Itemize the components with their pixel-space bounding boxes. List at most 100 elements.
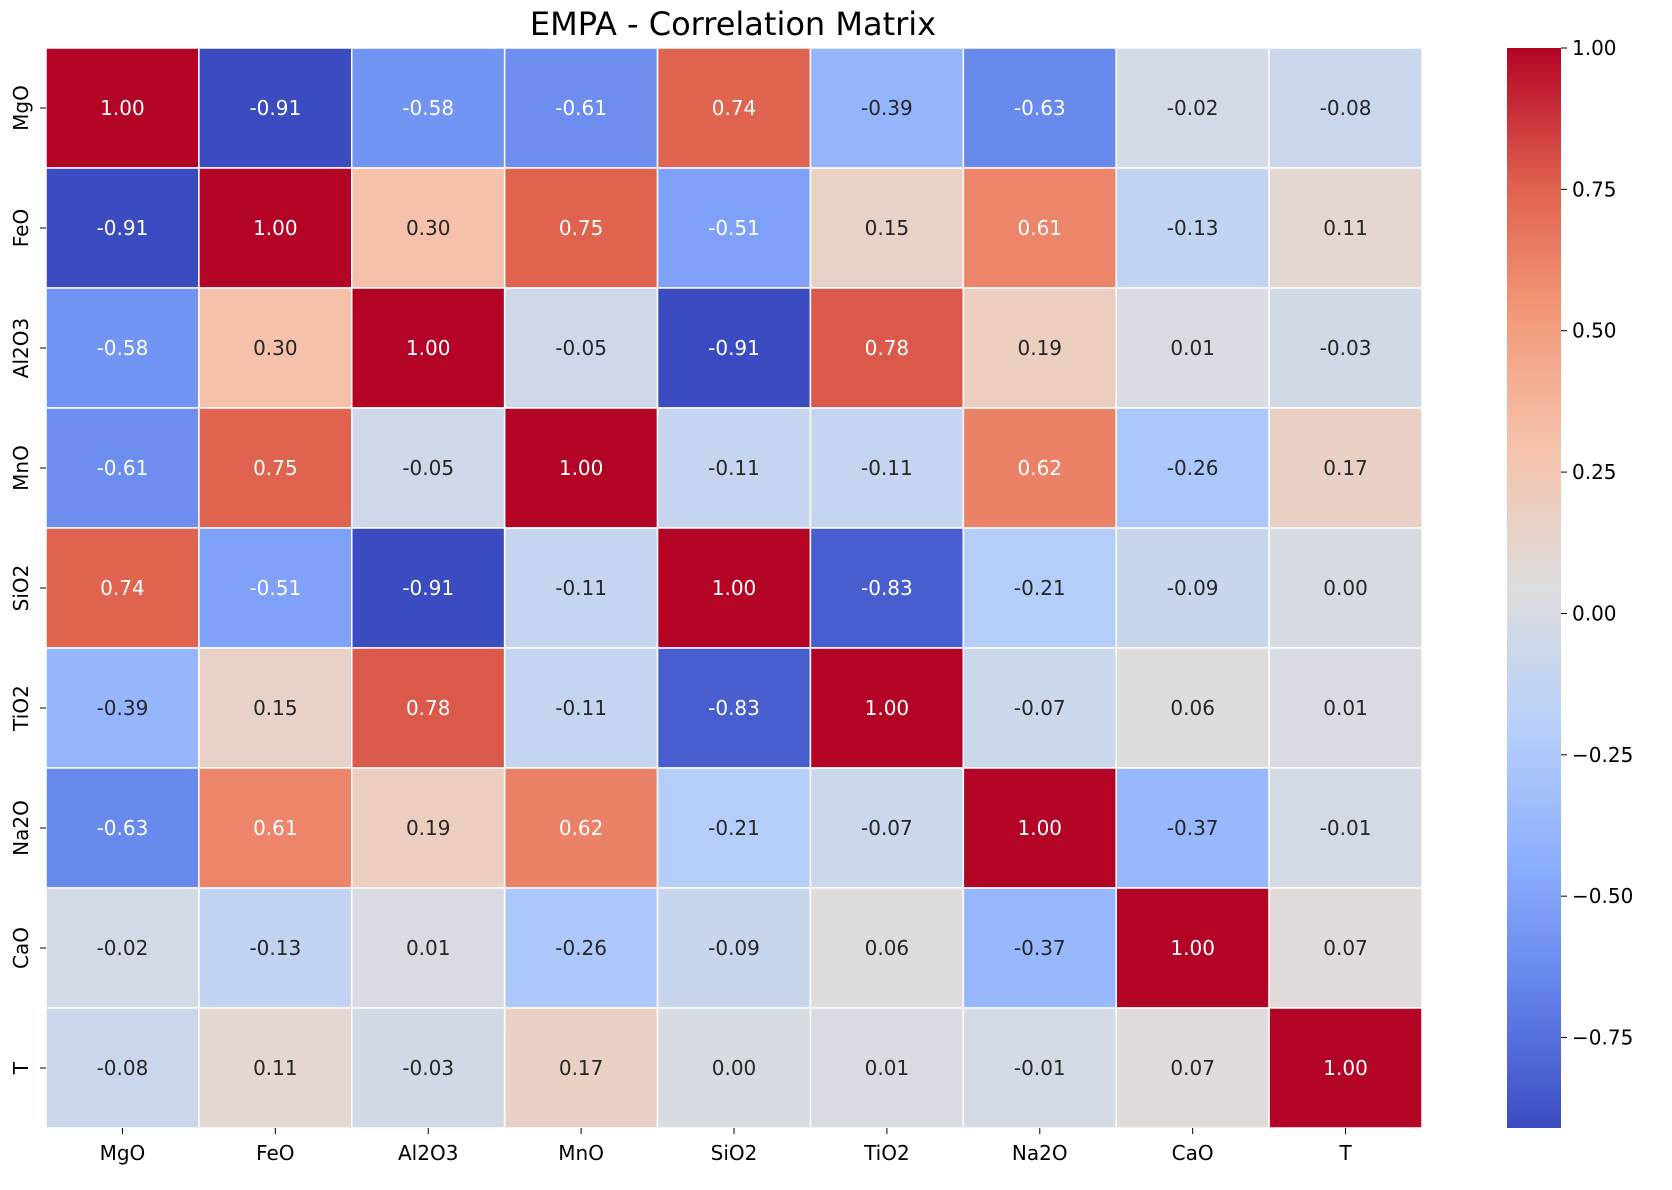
heatmap-cell-feo-sio2: [656, 167, 812, 289]
heatmap-cell-feo-t: [1268, 167, 1423, 289]
cell-value-label: 0.07: [1170, 1056, 1215, 1080]
heatmap-cell-t-tio2: [809, 1007, 965, 1129]
heatmap-cell-cao-na2o: [962, 887, 1117, 1009]
x-tick-label-mno: MnO: [558, 1141, 604, 1165]
cell-value-label: 0.62: [1018, 456, 1063, 480]
heatmap-cell-t-al2o3: [351, 1007, 506, 1129]
colorbar-tick-label: 1.00: [1572, 36, 1617, 60]
heatmap-cell-t-t: [1268, 1007, 1423, 1129]
colorbar-tick-label: 0.75: [1572, 177, 1617, 201]
x-axis: MgO FeO Al2O3 MnO SiO2 TiO2 Na2O CaO T: [100, 1128, 1352, 1165]
cell-value-label: -0.61: [555, 96, 607, 120]
heatmap-cell-tio2-t: [1268, 647, 1423, 769]
heatmap-cell-mno-t: [1268, 407, 1423, 529]
x-tick-label-al2o3: Al2O3: [398, 1141, 458, 1165]
cell-value-label: -0.01: [1320, 816, 1372, 840]
heatmap-cell-t-sio2: [656, 1007, 812, 1129]
cell-value-label: -0.26: [555, 936, 607, 960]
heatmap-cell-mno-feo: [198, 407, 353, 529]
colorbar-tick-label: 0.50: [1572, 319, 1617, 343]
heatmap-cell-feo-mno: [503, 167, 659, 289]
cell-value-label: -0.13: [1167, 216, 1219, 240]
heatmap-cell-mno-mgo: [45, 407, 200, 529]
y-tick-label-t: T: [9, 1061, 33, 1075]
y-tick-label-sio2: SiO2: [9, 565, 33, 612]
heatmap-cell-al2o3-mno: [503, 287, 659, 409]
colorbar-tick-label: 0.25: [1572, 460, 1617, 484]
cell-value-label: 0.00: [1323, 576, 1368, 600]
cell-value-label: 0.30: [253, 336, 298, 360]
heatmap-cell-sio2-mno: [503, 527, 659, 649]
cell-value-label: -0.63: [97, 816, 149, 840]
heatmap-cell-cao-mno: [503, 887, 659, 1009]
cell-value-label: 0.01: [406, 936, 451, 960]
x-tick-label-t: T: [1338, 1141, 1352, 1165]
cell-value-label: 0.01: [865, 1056, 910, 1080]
heatmap-cell-tio2-mno: [503, 647, 659, 769]
cell-value-label: -0.03: [402, 1056, 454, 1080]
cell-value-label: -0.39: [861, 96, 913, 120]
heatmap-cell-mgo-feo: [198, 47, 353, 169]
heatmap-cell-feo-tio2: [809, 167, 965, 289]
cell-value-label: 0.07: [1323, 936, 1368, 960]
x-tick-label-tio2: TiO2: [863, 1141, 910, 1165]
cell-value-label: 1.00: [712, 576, 757, 600]
y-tick-label-al2o3: Al2O3: [9, 318, 33, 378]
cell-value-label: -0.26: [1167, 456, 1219, 480]
cell-value-label: -0.51: [708, 216, 760, 240]
heatmap-cell-na2o-na2o: [962, 767, 1117, 889]
y-tick-label-na2o: Na2O: [9, 800, 33, 856]
heatmap-cell-mgo-cao: [1115, 47, 1270, 169]
heatmap-cell-mno-cao: [1115, 407, 1270, 529]
cell-value-label: -0.21: [1014, 576, 1066, 600]
heatmap-cell-sio2-al2o3: [351, 527, 506, 649]
cell-value-label: -0.91: [249, 96, 301, 120]
heatmap-cell-feo-mgo: [45, 167, 200, 289]
colorbar-tick-label: −0.50: [1572, 884, 1633, 908]
cell-value-label: -0.13: [249, 936, 301, 960]
cell-value-label: 0.15: [253, 696, 298, 720]
cell-value-label: -0.05: [402, 456, 454, 480]
heatmap-cell-mgo-sio2: [656, 47, 812, 169]
cell-value-label: -0.09: [708, 936, 760, 960]
cell-value-label: -0.91: [97, 216, 149, 240]
heatmap-cell-feo-al2o3: [351, 167, 506, 289]
heatmap-cell-tio2-al2o3: [351, 647, 506, 769]
cell-value-label: 0.11: [253, 1056, 298, 1080]
heatmap-cell-sio2-tio2: [809, 527, 965, 649]
cell-value-label: 0.61: [253, 816, 298, 840]
colorbar: 1.00 0.75 0.50 0.25 0.00 −0.25 −0.50 −0.75: [1507, 36, 1633, 1128]
heatmap-cell-sio2-mgo: [45, 527, 200, 649]
cell-value-label: 0.00: [712, 1056, 757, 1080]
cell-value-label: -0.09: [1167, 576, 1219, 600]
cell-value-label: 0.62: [559, 816, 604, 840]
cell-value-label: -0.63: [1014, 96, 1066, 120]
cell-value-label: 0.75: [559, 216, 604, 240]
colorbar-tick-label: −0.25: [1572, 743, 1633, 767]
heatmap-cell-sio2-t: [1268, 527, 1423, 649]
cell-value-label: 0.06: [1170, 696, 1215, 720]
colorbar-tick-label: −0.75: [1572, 1026, 1633, 1050]
y-tick-label-feo: FeO: [9, 209, 33, 247]
cell-value-label: 0.17: [1323, 456, 1368, 480]
heatmap-cell-sio2-na2o: [962, 527, 1117, 649]
heatmap-cell-al2o3-al2o3: [351, 287, 506, 409]
cell-value-label: -0.11: [861, 456, 913, 480]
cell-value-label: 1.00: [1170, 936, 1215, 960]
heatmap-cell-na2o-al2o3: [351, 767, 506, 889]
cell-value-label: -0.58: [97, 336, 149, 360]
cell-value-label: -0.03: [1320, 336, 1372, 360]
heatmap-cell-na2o-sio2: [656, 767, 812, 889]
cell-value-label: -0.02: [1167, 96, 1219, 120]
cell-value-label: 0.30: [406, 216, 451, 240]
cell-value-label: 0.78: [865, 336, 910, 360]
heatmap-cell-mgo-tio2: [809, 47, 965, 169]
cell-value-label: 1.00: [559, 456, 604, 480]
cell-value-label: -0.05: [555, 336, 607, 360]
cell-value-label: -0.39: [97, 696, 149, 720]
heatmap-cell-al2o3-sio2: [656, 287, 812, 409]
cell-value-label: 0.01: [1323, 696, 1368, 720]
cell-value-label: 0.06: [865, 936, 910, 960]
heatmap-cell-cao-tio2: [809, 887, 965, 1009]
